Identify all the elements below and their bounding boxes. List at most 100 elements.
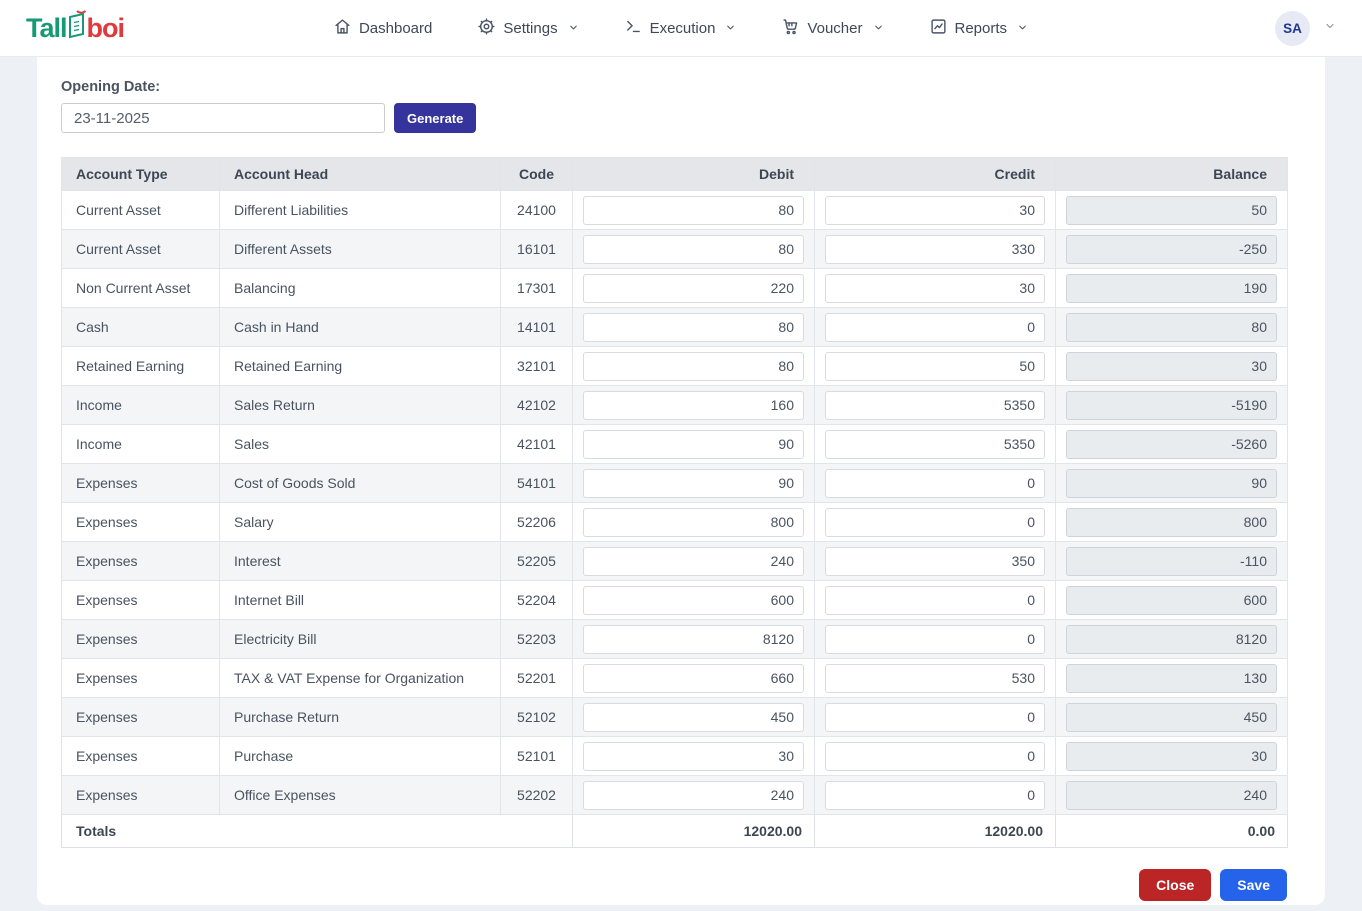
credit-input[interactable] [825, 507, 1045, 537]
debit-input[interactable] [583, 234, 804, 264]
debit-input[interactable] [583, 195, 804, 225]
debit-input[interactable] [583, 507, 804, 537]
debit-input[interactable] [583, 390, 804, 420]
account-type-cell: Expenses [61, 775, 220, 815]
action-buttons: Close Save [61, 869, 1287, 901]
code-cell: 52101 [500, 736, 573, 776]
balance-input [1066, 312, 1277, 342]
debit-input[interactable] [583, 780, 804, 810]
account-head-cell: Salary [219, 502, 501, 542]
opening-date-form: Generate [61, 103, 1301, 133]
nav-item-execution[interactable]: Execution [625, 18, 737, 39]
balance-cell [1055, 385, 1288, 425]
credit-input[interactable] [825, 546, 1045, 576]
home-icon [334, 18, 351, 39]
opening-date-input[interactable] [61, 103, 385, 133]
table-row: Expenses Purchase 52101 [61, 736, 1288, 776]
generate-button[interactable]: Generate [394, 103, 477, 133]
balance-cell [1055, 463, 1288, 503]
debit-input[interactable] [583, 351, 804, 381]
brand-logo[interactable]: Tall boi [26, 9, 125, 47]
nav-menu: Dashboard Settings Execution [334, 17, 1028, 39]
header-account-type: Account Type [61, 157, 220, 191]
account-type-cell: Expenses [61, 502, 220, 542]
account-type-cell: Current Asset [61, 229, 220, 269]
chart-icon [929, 18, 946, 39]
chevron-down-icon [872, 20, 883, 37]
table-row: Expenses TAX & VAT Expense for Organizati… [61, 658, 1288, 698]
table-row: Expenses Salary 52206 [61, 502, 1288, 542]
chevron-down-icon [725, 20, 736, 37]
balance-input [1066, 624, 1277, 654]
credit-cell [814, 424, 1056, 464]
debit-input[interactable] [583, 468, 804, 498]
debit-input[interactable] [583, 585, 804, 615]
code-cell: 14101 [500, 307, 573, 347]
close-button[interactable]: Close [1139, 869, 1212, 901]
credit-input[interactable] [825, 195, 1045, 225]
table-row: Non Current Asset Balancing 17301 [61, 268, 1288, 308]
balance-cell [1055, 619, 1288, 659]
credit-input[interactable] [825, 390, 1045, 420]
chevron-down-icon[interactable] [1324, 19, 1336, 37]
credit-input[interactable] [825, 585, 1045, 615]
credit-input[interactable] [825, 624, 1045, 654]
credit-input[interactable] [825, 468, 1045, 498]
debit-cell [572, 775, 815, 815]
balance-cell [1055, 775, 1288, 815]
avatar[interactable]: SA [1275, 10, 1310, 46]
credit-input[interactable] [825, 351, 1045, 381]
code-cell: 52205 [500, 541, 573, 581]
totals-credit: 12020.00 [814, 814, 1056, 848]
table-row: Expenses Internet Bill 52204 [61, 580, 1288, 620]
credit-input[interactable] [825, 702, 1045, 732]
header-debit: Debit [572, 157, 815, 191]
debit-cell [572, 658, 815, 698]
nav-item-voucher[interactable]: Voucher [782, 18, 883, 39]
credit-input[interactable] [825, 312, 1045, 342]
account-type-cell: Non Current Asset [61, 268, 220, 308]
header-balance: Balance [1055, 157, 1288, 191]
debit-input[interactable] [583, 741, 804, 771]
account-head-cell: Purchase Return [219, 697, 501, 737]
credit-cell [814, 619, 1056, 659]
credit-input[interactable] [825, 429, 1045, 459]
account-type-cell: Expenses [61, 658, 220, 698]
terminal-icon [625, 18, 642, 39]
balance-cell [1055, 502, 1288, 542]
account-head-cell: Internet Bill [219, 580, 501, 620]
debit-input[interactable] [583, 624, 804, 654]
debit-input[interactable] [583, 429, 804, 459]
totals-debit: 12020.00 [572, 814, 815, 848]
credit-input[interactable] [825, 663, 1045, 693]
credit-cell [814, 385, 1056, 425]
credit-input[interactable] [825, 234, 1045, 264]
nav-item-reports[interactable]: Reports [929, 18, 1028, 39]
debit-input[interactable] [583, 702, 804, 732]
account-head-cell: Cash in Hand [219, 307, 501, 347]
credit-input[interactable] [825, 273, 1045, 303]
account-head-cell: Electricity Bill [219, 619, 501, 659]
debit-input[interactable] [583, 312, 804, 342]
debit-input[interactable] [583, 273, 804, 303]
user-menu: SA [1275, 10, 1336, 46]
nav-item-dashboard[interactable]: Dashboard [334, 18, 432, 39]
balance-cell [1055, 736, 1288, 776]
table-row: Expenses Electricity Bill 52203 [61, 619, 1288, 659]
save-button[interactable]: Save [1220, 869, 1287, 901]
debit-input[interactable] [583, 546, 804, 576]
debit-input[interactable] [583, 663, 804, 693]
nav-item-settings[interactable]: Settings [478, 17, 578, 39]
balance-cell [1055, 697, 1288, 737]
debit-cell [572, 502, 815, 542]
debit-cell [572, 229, 815, 269]
code-cell: 52202 [500, 775, 573, 815]
credit-input[interactable] [825, 741, 1045, 771]
balance-cell [1055, 580, 1288, 620]
debit-cell [572, 463, 815, 503]
credit-input[interactable] [825, 780, 1045, 810]
balance-input [1066, 234, 1277, 264]
account-type-cell: Expenses [61, 736, 220, 776]
balance-cell [1055, 307, 1288, 347]
